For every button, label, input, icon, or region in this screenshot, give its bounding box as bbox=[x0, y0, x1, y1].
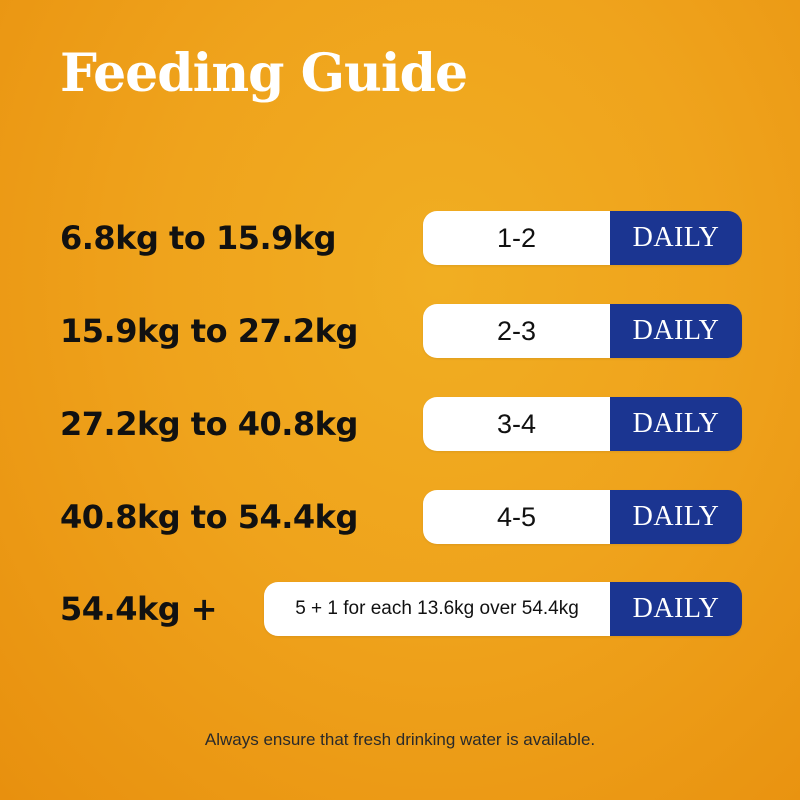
serving-pill: 4-5 DAILY bbox=[423, 490, 742, 544]
frequency-badge: DAILY bbox=[610, 397, 742, 451]
serving-amount: 4-5 bbox=[423, 490, 610, 544]
page-title: Feeding Guide bbox=[60, 43, 468, 104]
serving-pill: 3-4 DAILY bbox=[423, 397, 742, 451]
feeding-row-4: 40.8kg to 54.4kg 4-5 DAILY bbox=[0, 490, 800, 544]
serving-amount: 1-2 bbox=[423, 211, 610, 265]
serving-amount: 3-4 bbox=[423, 397, 610, 451]
weight-range: 40.8kg to 54.4kg bbox=[60, 498, 358, 536]
serving-amount: 2-3 bbox=[423, 304, 610, 358]
frequency-badge: DAILY bbox=[610, 304, 742, 358]
feeding-row-1: 6.8kg to 15.9kg 1-2 DAILY bbox=[0, 211, 800, 265]
serving-pill: 2-3 DAILY bbox=[423, 304, 742, 358]
feeding-row-5: 54.4kg + 5 + 1 for each 13.6kg over 54.4… bbox=[0, 582, 800, 636]
frequency-badge: DAILY bbox=[610, 211, 742, 265]
feeding-row-3: 27.2kg to 40.8kg 3-4 DAILY bbox=[0, 397, 800, 451]
serving-pill: 5 + 1 for each 13.6kg over 54.4kg DAILY bbox=[264, 582, 742, 636]
water-note: Always ensure that fresh drinking water … bbox=[204, 730, 596, 749]
weight-range: 54.4kg + bbox=[60, 590, 218, 628]
serving-pill: 1-2 DAILY bbox=[423, 211, 742, 265]
weight-range: 6.8kg to 15.9kg bbox=[60, 219, 337, 257]
frequency-badge: DAILY bbox=[610, 490, 742, 544]
weight-range: 27.2kg to 40.8kg bbox=[60, 405, 358, 443]
serving-amount: 5 + 1 for each 13.6kg over 54.4kg bbox=[264, 582, 610, 636]
frequency-badge: DAILY bbox=[610, 582, 742, 636]
weight-range: 15.9kg to 27.2kg bbox=[60, 312, 358, 350]
feeding-row-2: 15.9kg to 27.2kg 2-3 DAILY bbox=[0, 304, 800, 358]
